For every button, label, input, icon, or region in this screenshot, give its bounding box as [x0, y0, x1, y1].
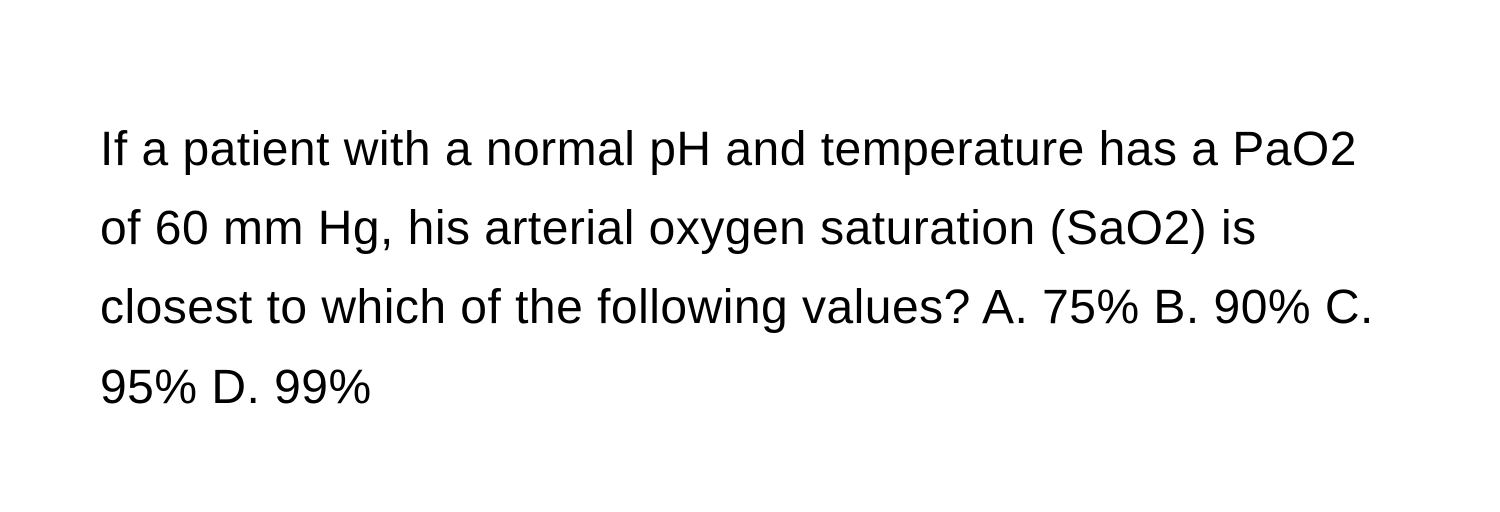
- question-text: If a patient with a normal pH and temper…: [100, 110, 1400, 427]
